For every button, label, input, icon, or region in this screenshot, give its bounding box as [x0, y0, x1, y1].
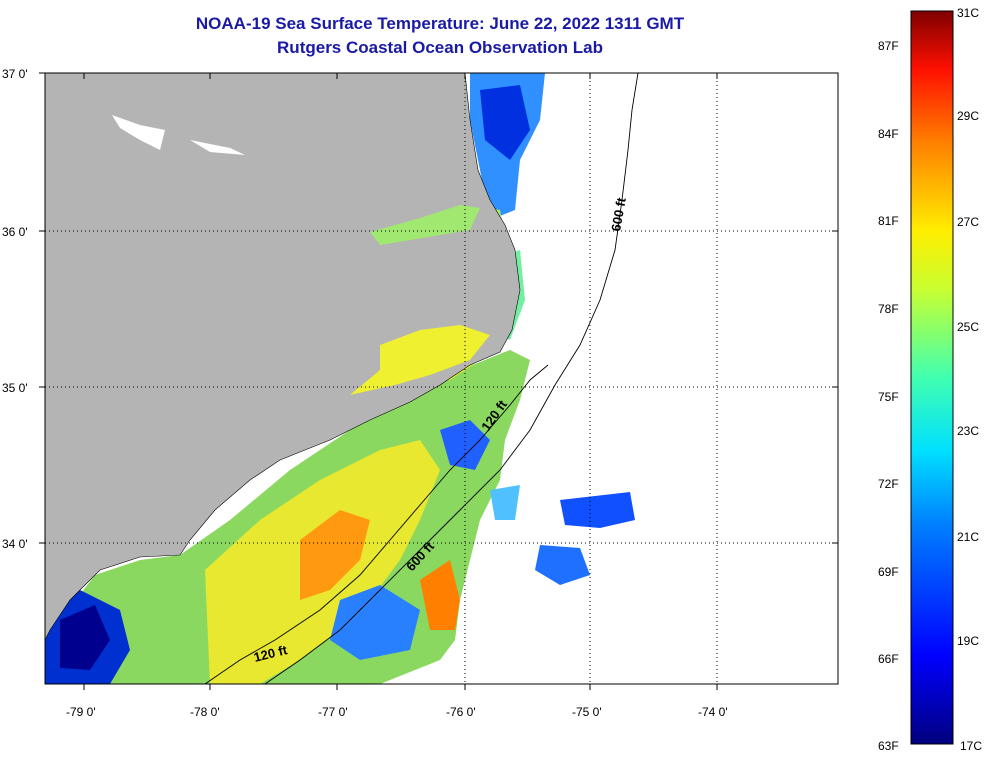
scale-label-f: 78F	[878, 302, 899, 316]
contour-600ft-line	[264, 73, 639, 684]
map-subtitle: Rutgers Coastal Ocean Observation Lab	[277, 38, 603, 57]
lon-label: -74 0'	[698, 705, 728, 719]
pamlico-sound	[350, 325, 490, 395]
lat-label: 37 0'	[2, 67, 28, 81]
land-mass	[45, 73, 521, 641]
scale-label-c: 21C	[957, 530, 979, 544]
scale-label-f: 63F	[878, 739, 899, 753]
scale-label-c: 25C	[957, 320, 979, 334]
albemarle-sound	[370, 205, 480, 245]
lat-label: 35 0'	[2, 381, 28, 395]
scale-label-f: 75F	[878, 390, 899, 404]
lat-label: 34 0'	[2, 537, 28, 551]
lon-label: -77 0'	[318, 705, 348, 719]
lakes-upstate	[112, 115, 245, 155]
map-border	[44, 72, 839, 685]
lon-label: -75 0'	[572, 705, 602, 719]
scale-label-c: 29C	[957, 109, 979, 123]
lon-label: -76 0'	[446, 705, 476, 719]
scale-label-c: 17C	[960, 739, 982, 753]
scale-label-f: 72F	[878, 477, 899, 491]
scale-label-f: 66F	[878, 652, 899, 666]
scale-label-f: 84F	[878, 127, 899, 141]
scale-label-f: 87F	[878, 39, 899, 53]
graticule	[45, 73, 838, 684]
scale-label-f: 69F	[878, 565, 899, 579]
scale-label-f: 81F	[878, 214, 899, 228]
scale-label-c: 27C	[957, 215, 979, 229]
lon-label: -78 0'	[190, 705, 220, 719]
scale-label-c: 23C	[957, 424, 979, 438]
contour-label-600ft: 600 ft	[608, 196, 629, 233]
color-scale-bar	[910, 10, 954, 745]
lon-label: -79 0'	[66, 705, 96, 719]
scale-label-c: 31C	[957, 6, 979, 20]
lat-label: 36 0'	[2, 225, 28, 239]
scale-label-c: 19C	[957, 634, 979, 648]
axis-ticks	[39, 72, 838, 690]
map-title: NOAA-19 Sea Surface Temperature: June 22…	[195, 14, 685, 33]
contour-120ft-line	[204, 364, 549, 684]
